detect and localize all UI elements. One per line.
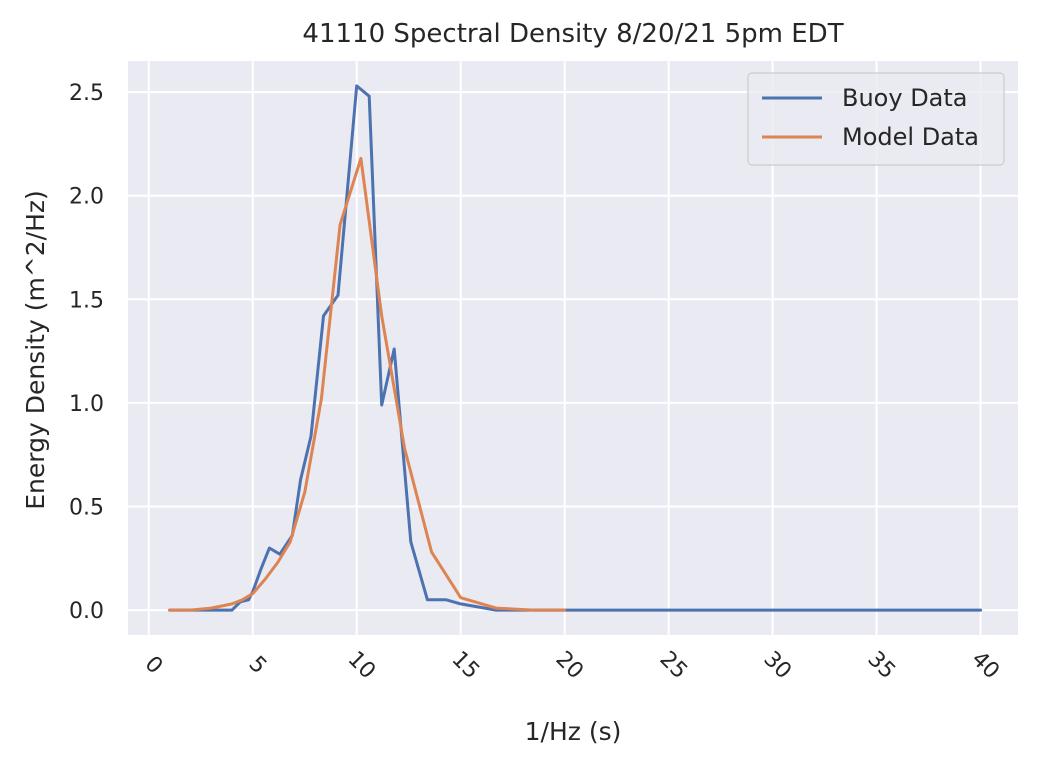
y-tick-labels: 0.0 0.5 1.0 1.5 2.0 2.5 (69, 81, 104, 624)
x-tick-label: 35 (862, 647, 899, 684)
y-tick-label: 1.5 (69, 288, 104, 313)
x-tick-labels: 0 5 10 15 20 25 30 35 40 (140, 647, 1004, 684)
x-tick-label: 0 (140, 652, 168, 680)
y-tick-label: 1.0 (69, 392, 104, 417)
series-line-model (168, 156, 567, 612)
x-tick-label: 15 (447, 647, 484, 684)
x-tick-label: 40 (966, 647, 1003, 684)
chart-title: 41110 Spectral Density 8/20/21 5pm EDT (302, 19, 843, 49)
series-lines (168, 84, 983, 612)
legend: Buoy Data Model Data (747, 72, 1005, 166)
legend-label-buoy: Buoy Data (842, 84, 968, 112)
legend-box (747, 72, 1005, 166)
x-axis-label: 1/Hz (s) (525, 717, 622, 746)
x-tick-label: 20 (551, 647, 588, 684)
y-tick-label: 2.5 (69, 81, 104, 106)
y-tick-label: 2.0 (69, 185, 104, 210)
x-tick-label: 10 (343, 647, 380, 684)
y-axis-label: Energy Density (m^2/Hz) (21, 190, 50, 510)
x-tick-label: 25 (655, 647, 692, 684)
legend-label-model: Model Data (842, 123, 979, 151)
x-tick-label: 30 (758, 647, 795, 684)
y-tick-label: 0.5 (69, 496, 104, 521)
y-tick-label: 0.0 (69, 599, 104, 624)
x-tick-label: 5 (244, 652, 272, 680)
